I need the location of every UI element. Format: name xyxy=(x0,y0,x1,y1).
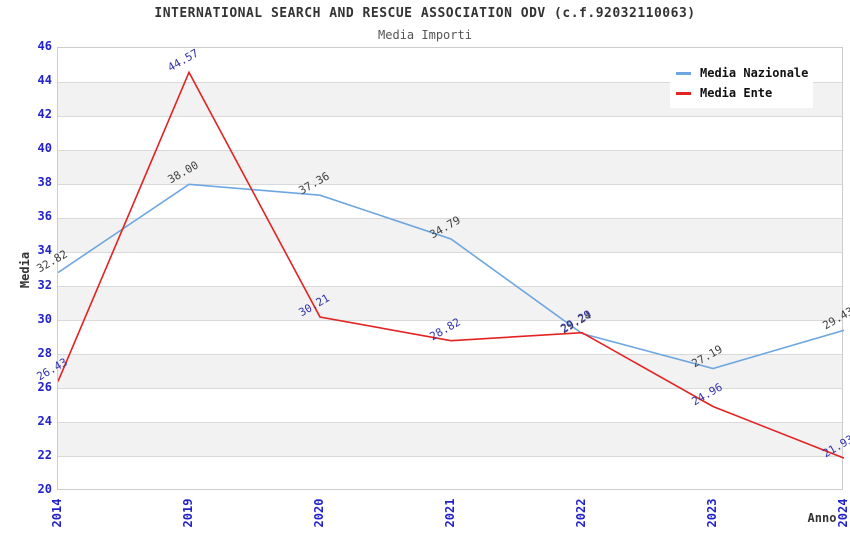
y-tick-label: 30 xyxy=(37,311,52,326)
y-tick-label: 28 xyxy=(37,345,52,360)
y-tick-label: 38 xyxy=(37,175,52,190)
y-tick-label: 34 xyxy=(37,243,52,258)
chart-subtitle: Media Importi xyxy=(378,28,472,42)
y-tick-label: 22 xyxy=(37,447,52,462)
x-tick-label: 2019 xyxy=(181,498,195,528)
series-line-0 xyxy=(58,183,844,370)
y-tick-label: 24 xyxy=(37,413,52,428)
gridline xyxy=(58,354,842,356)
grid-band xyxy=(58,286,842,321)
gridline xyxy=(58,456,842,458)
plot-area xyxy=(57,47,844,490)
y-tick-label: 44 xyxy=(37,73,52,88)
gridline xyxy=(58,320,842,322)
x-tick-label: 2021 xyxy=(443,498,457,528)
y-tick-label: 20 xyxy=(37,482,52,496)
y-tick-label: 46 xyxy=(37,39,52,53)
gridline xyxy=(58,422,842,424)
legend-swatch-blue xyxy=(676,71,691,75)
gridline xyxy=(58,286,842,288)
y-axis-title: Media xyxy=(18,251,32,289)
gridline xyxy=(58,217,842,219)
legend-label: Media Nazionale xyxy=(700,66,809,80)
gridline xyxy=(58,183,842,185)
gridline xyxy=(58,115,842,117)
series-lines xyxy=(58,70,844,459)
legend-item-media-nazionale: Media Nazionale xyxy=(676,63,809,83)
gridline xyxy=(58,388,842,390)
y-tick-label: 36 xyxy=(37,209,52,224)
gridline xyxy=(58,81,842,83)
x-axis-title: Anno xyxy=(807,511,837,525)
legend-swatch-red xyxy=(676,91,691,95)
x-tick-label: 2014 xyxy=(50,498,64,528)
series-line-1 xyxy=(58,70,844,459)
x-tick-label: 2024 xyxy=(836,498,850,528)
grid-band xyxy=(58,354,842,389)
gridline xyxy=(58,251,842,253)
legend-label: Media Ente xyxy=(700,86,773,100)
chart-title: INTERNATIONAL SEARCH AND RESCUE ASSOCIAT… xyxy=(154,6,696,21)
y-tick-label: 40 xyxy=(37,141,52,156)
y-tick-label: 26 xyxy=(37,379,52,394)
x-tick-label: 2022 xyxy=(574,498,588,528)
legend: Media Nazionale Media Ente xyxy=(670,58,813,108)
grid-band xyxy=(58,218,842,253)
x-tick-label: 2023 xyxy=(705,498,719,528)
grid-band xyxy=(58,150,842,185)
grid-band xyxy=(58,422,842,457)
x-tick-label: 2020 xyxy=(312,498,326,528)
gridline xyxy=(58,149,842,151)
y-tick-label: 42 xyxy=(37,107,52,122)
legend-item-media-ente: Media Ente xyxy=(676,83,807,103)
y-tick-label: 32 xyxy=(37,277,52,292)
